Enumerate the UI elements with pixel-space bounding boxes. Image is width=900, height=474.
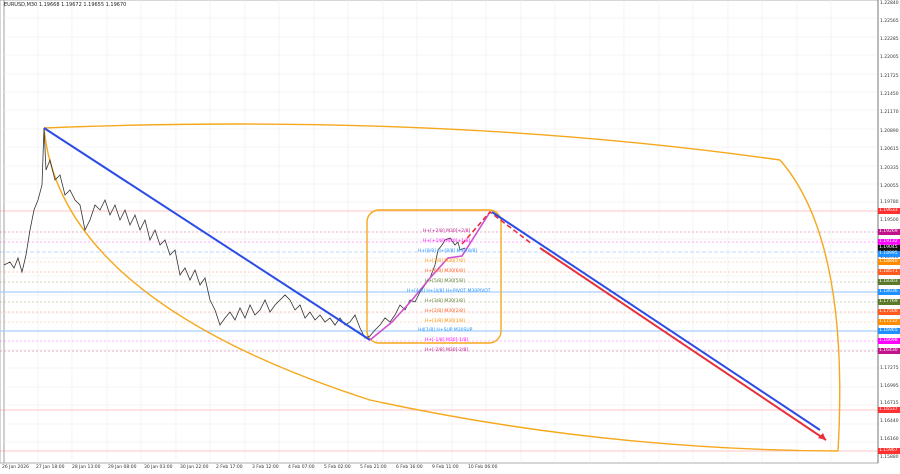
orange-arc-shape[interactable]: [43, 123, 841, 452]
y-tick: 1.20615: [880, 147, 899, 152]
projection-blue-down[interactable]: [491, 211, 821, 431]
projection-red-down[interactable]: [539, 247, 827, 441]
y-tick: 1.22565: [880, 19, 899, 24]
y-tick: 1.22840: [880, 1, 899, 6]
price-tag: 1.19269: [878, 229, 900, 235]
price-tag: 1.18995: [878, 251, 900, 257]
murrey-label: H+[1/8] M30[1/8]: [425, 319, 465, 324]
x-tick: 30 Jan 03:00: [144, 465, 173, 470]
price-tag: 1.18303: [878, 279, 900, 285]
chart-title: EURUSD,M30 1.19668 1.19672 1.19655 1.196…: [4, 2, 127, 8]
murrey-label: H+[+2/8] M30[+2/8]: [423, 229, 471, 234]
price-tag: 1.19132: [878, 239, 900, 245]
x-tick: 9 Feb 11:00: [432, 465, 459, 470]
y-tick: 1.19780: [880, 200, 899, 205]
x-tick: 28 Jan 13:00: [72, 465, 101, 470]
y-tick: 1.19500: [880, 218, 899, 223]
murrey-label: H+[7/8] M30[7/8]: [425, 259, 465, 264]
trendline-down[interactable]: [43, 127, 371, 341]
y-tick: 1.18945: [880, 255, 899, 260]
murrey-label: H+[3/8] M30[3/8]: [425, 299, 465, 304]
price-tag: 1.18840: [878, 259, 900, 265]
y-tick: 1.17275: [880, 366, 899, 371]
murrey-label: H+[-2/8] M30[-2/8]: [425, 348, 468, 353]
y-tick: 1.20055: [880, 184, 899, 189]
y-tick: 1.22285: [880, 37, 899, 42]
x-tick: 3 Feb 12:00: [252, 465, 279, 470]
y-tick: 1.21450: [880, 92, 899, 97]
murrey-label: H+[-1/8] M30[-1/8]: [425, 338, 468, 343]
x-tick: 6 Feb 16:00: [396, 465, 423, 470]
x-tick: 2 Feb 17:00: [216, 465, 243, 470]
price-tag: 1.16430: [878, 348, 900, 354]
price-series: [3, 127, 466, 339]
plot-area[interactable]: [0, 0, 879, 464]
x-tick: 4 Feb 07:00: [288, 465, 315, 470]
price-tag: 1.16698: [878, 338, 900, 344]
price-tag: 1.15967: [878, 448, 900, 454]
price-tag: 1.18036: [878, 289, 900, 295]
x-tick: 10 Feb 06:00: [468, 465, 498, 470]
x-tick: 26 Jan 2026: [2, 465, 29, 470]
murrey-label: H+[8/8] H+[8/8] M30[8/8]: [418, 249, 478, 254]
price-tag-current: 1.19045: [878, 245, 900, 251]
murrey-label: H+[2/8] M30[2/8]: [425, 309, 465, 314]
projection-dashed[interactable]: [461, 210, 533, 245]
y-tick: 1.20890: [880, 129, 899, 134]
y-tick: 1.16440: [880, 419, 899, 424]
x-tick: 5 Feb 02:00: [324, 465, 351, 470]
y-tick: 1.16715: [880, 401, 899, 406]
y-tick: 1.16160: [880, 437, 899, 442]
y-tick: 1.21725: [880, 74, 899, 79]
x-tick: 30 Jan 22:00: [180, 465, 209, 470]
murrey-label: H+[4/8] H+[4/8] H+PIVOT M30PIVOT: [407, 289, 491, 294]
murrey-label: H4[1/8] H+SUP M30SUP: [418, 328, 473, 333]
price-tag: 1.16965: [878, 328, 900, 334]
price-tag: 1.18571: [878, 269, 900, 275]
y-tick: 1.16995: [880, 384, 899, 389]
price-tag: 1.16537: [878, 407, 900, 413]
projection-up[interactable]: [369, 211, 491, 341]
y-tick: 1.22005: [880, 55, 899, 60]
x-tick: 27 Jan 18:00: [36, 465, 65, 470]
murrey-label: H+[+1/8] M30[+1/8]: [423, 239, 471, 244]
y-tick: 1.15880: [880, 455, 899, 460]
price-tag: 1.17232: [878, 319, 900, 325]
price-tag: 1.19633: [878, 208, 900, 214]
x-tick: 29 Jan 08:00: [108, 465, 137, 470]
murrey-label: H+[6/8] M30[6/8]: [425, 269, 465, 274]
arrow-head-icon: [818, 433, 826, 440]
price-tag: 1.17500: [878, 309, 900, 315]
y-tick: 1.20335: [880, 166, 899, 171]
murrey-label: H+[5/8] M30[5/8]: [425, 279, 465, 284]
price-tag: 1.17769: [878, 299, 900, 305]
x-tick: 5 Feb 21:00: [360, 465, 387, 470]
y-tick: 1.21170: [880, 110, 899, 115]
